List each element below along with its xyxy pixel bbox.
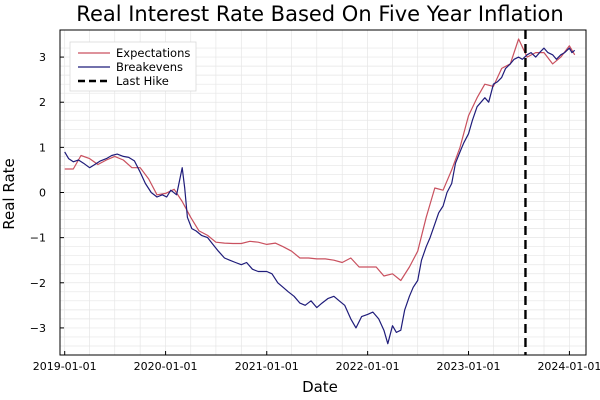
y-axis-label: Real Rate [0,158,18,230]
y-tick-label: −2 [30,277,46,290]
x-tick-label: 2024-01-01 [537,360,600,373]
legend-label-breakevens: Breakevens [116,60,183,74]
y-tick-label: −3 [30,322,46,335]
x-tick-label: 2022-01-01 [336,360,400,373]
x-axis-label: Date [302,378,338,396]
series-line-breakevens [64,47,576,345]
series-lines [64,38,576,345]
chart-title: Real Interest Rate Based On Five Year In… [76,2,563,26]
y-tick-label: 2 [39,96,46,109]
x-tick-label: 2020-01-01 [134,360,198,373]
legend-label-expectations: Expectations [116,46,190,60]
x-tick-label: 2021-01-01 [235,360,299,373]
legend: Expectations Breakevens Last Hike [69,41,197,92]
series-line-expectations [64,38,576,282]
y-tick-label: 3 [39,51,46,64]
y-axis-ticks: −3 −2 −1 0 1 2 3 [30,51,64,335]
legend-label-last-hike: Last Hike [116,74,169,88]
y-tick-label: 0 [39,187,46,200]
x-tick-label: 2023-01-01 [437,360,501,373]
x-axis-ticks: 2019-01-01 2020-01-01 2021-01-01 2022-01-01… [33,351,600,373]
y-tick-label: −1 [30,232,46,245]
y-tick-label: 1 [39,141,46,154]
x-tick-label: 2019-01-01 [33,360,97,373]
